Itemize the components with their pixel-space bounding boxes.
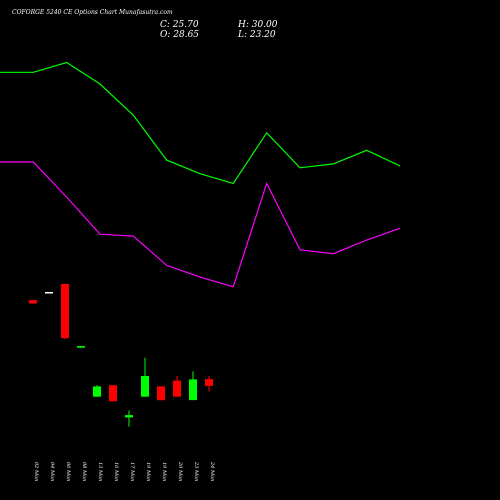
- candle-body: [205, 379, 213, 386]
- candle-body: [45, 292, 53, 294]
- x-tick-label: 04 Mon: [49, 462, 55, 481]
- x-tick-label: 19 Mon: [145, 462, 151, 481]
- x-tick-label: 02 Mon: [33, 462, 39, 481]
- x-tick-label: 08 Mon: [81, 462, 87, 481]
- x-axis-labels: 02 Mon 04 Mon 06 Mon 08 Mon 13 Mon 16 Mon 17 M…: [33, 461, 215, 481]
- x-tick-label: 06 Mon: [65, 462, 71, 481]
- x-tick-label: 24 Mon: [209, 461, 215, 481]
- x-tick-label: 17 Mon: [129, 462, 135, 481]
- open-value: O: 28.65: [160, 30, 199, 40]
- candle-body: [29, 300, 37, 304]
- indicator-line-2: [0, 161, 401, 288]
- candle-body: [61, 284, 69, 339]
- low-value: L: 23.20: [237, 30, 276, 40]
- x-tick-label: 23 Mon: [193, 461, 199, 481]
- x-tick-label: 13 Mon: [97, 462, 103, 481]
- candle-body: [93, 386, 101, 397]
- close-value: C: 25.70: [160, 20, 199, 30]
- candle-body: [189, 379, 197, 401]
- chart-title: COFORGE 5240 CE Options Chart Munafasutr…: [12, 9, 173, 16]
- candle-body: [77, 346, 85, 348]
- candle-body: [173, 380, 181, 397]
- indicator-line-1: [0, 61, 401, 185]
- candlesticks: [29, 284, 213, 427]
- indicator-lines: [0, 61, 401, 288]
- high-value: H: 30.00: [237, 20, 278, 30]
- candle-body: [125, 415, 133, 418]
- x-tick-label: 19 Mon: [161, 462, 167, 481]
- candle-body: [157, 386, 165, 401]
- x-tick-label: 16 Mon: [113, 462, 119, 481]
- candle-body: [109, 385, 117, 402]
- x-tick-label: 20 Mon: [177, 461, 183, 481]
- candle-body: [141, 376, 149, 397]
